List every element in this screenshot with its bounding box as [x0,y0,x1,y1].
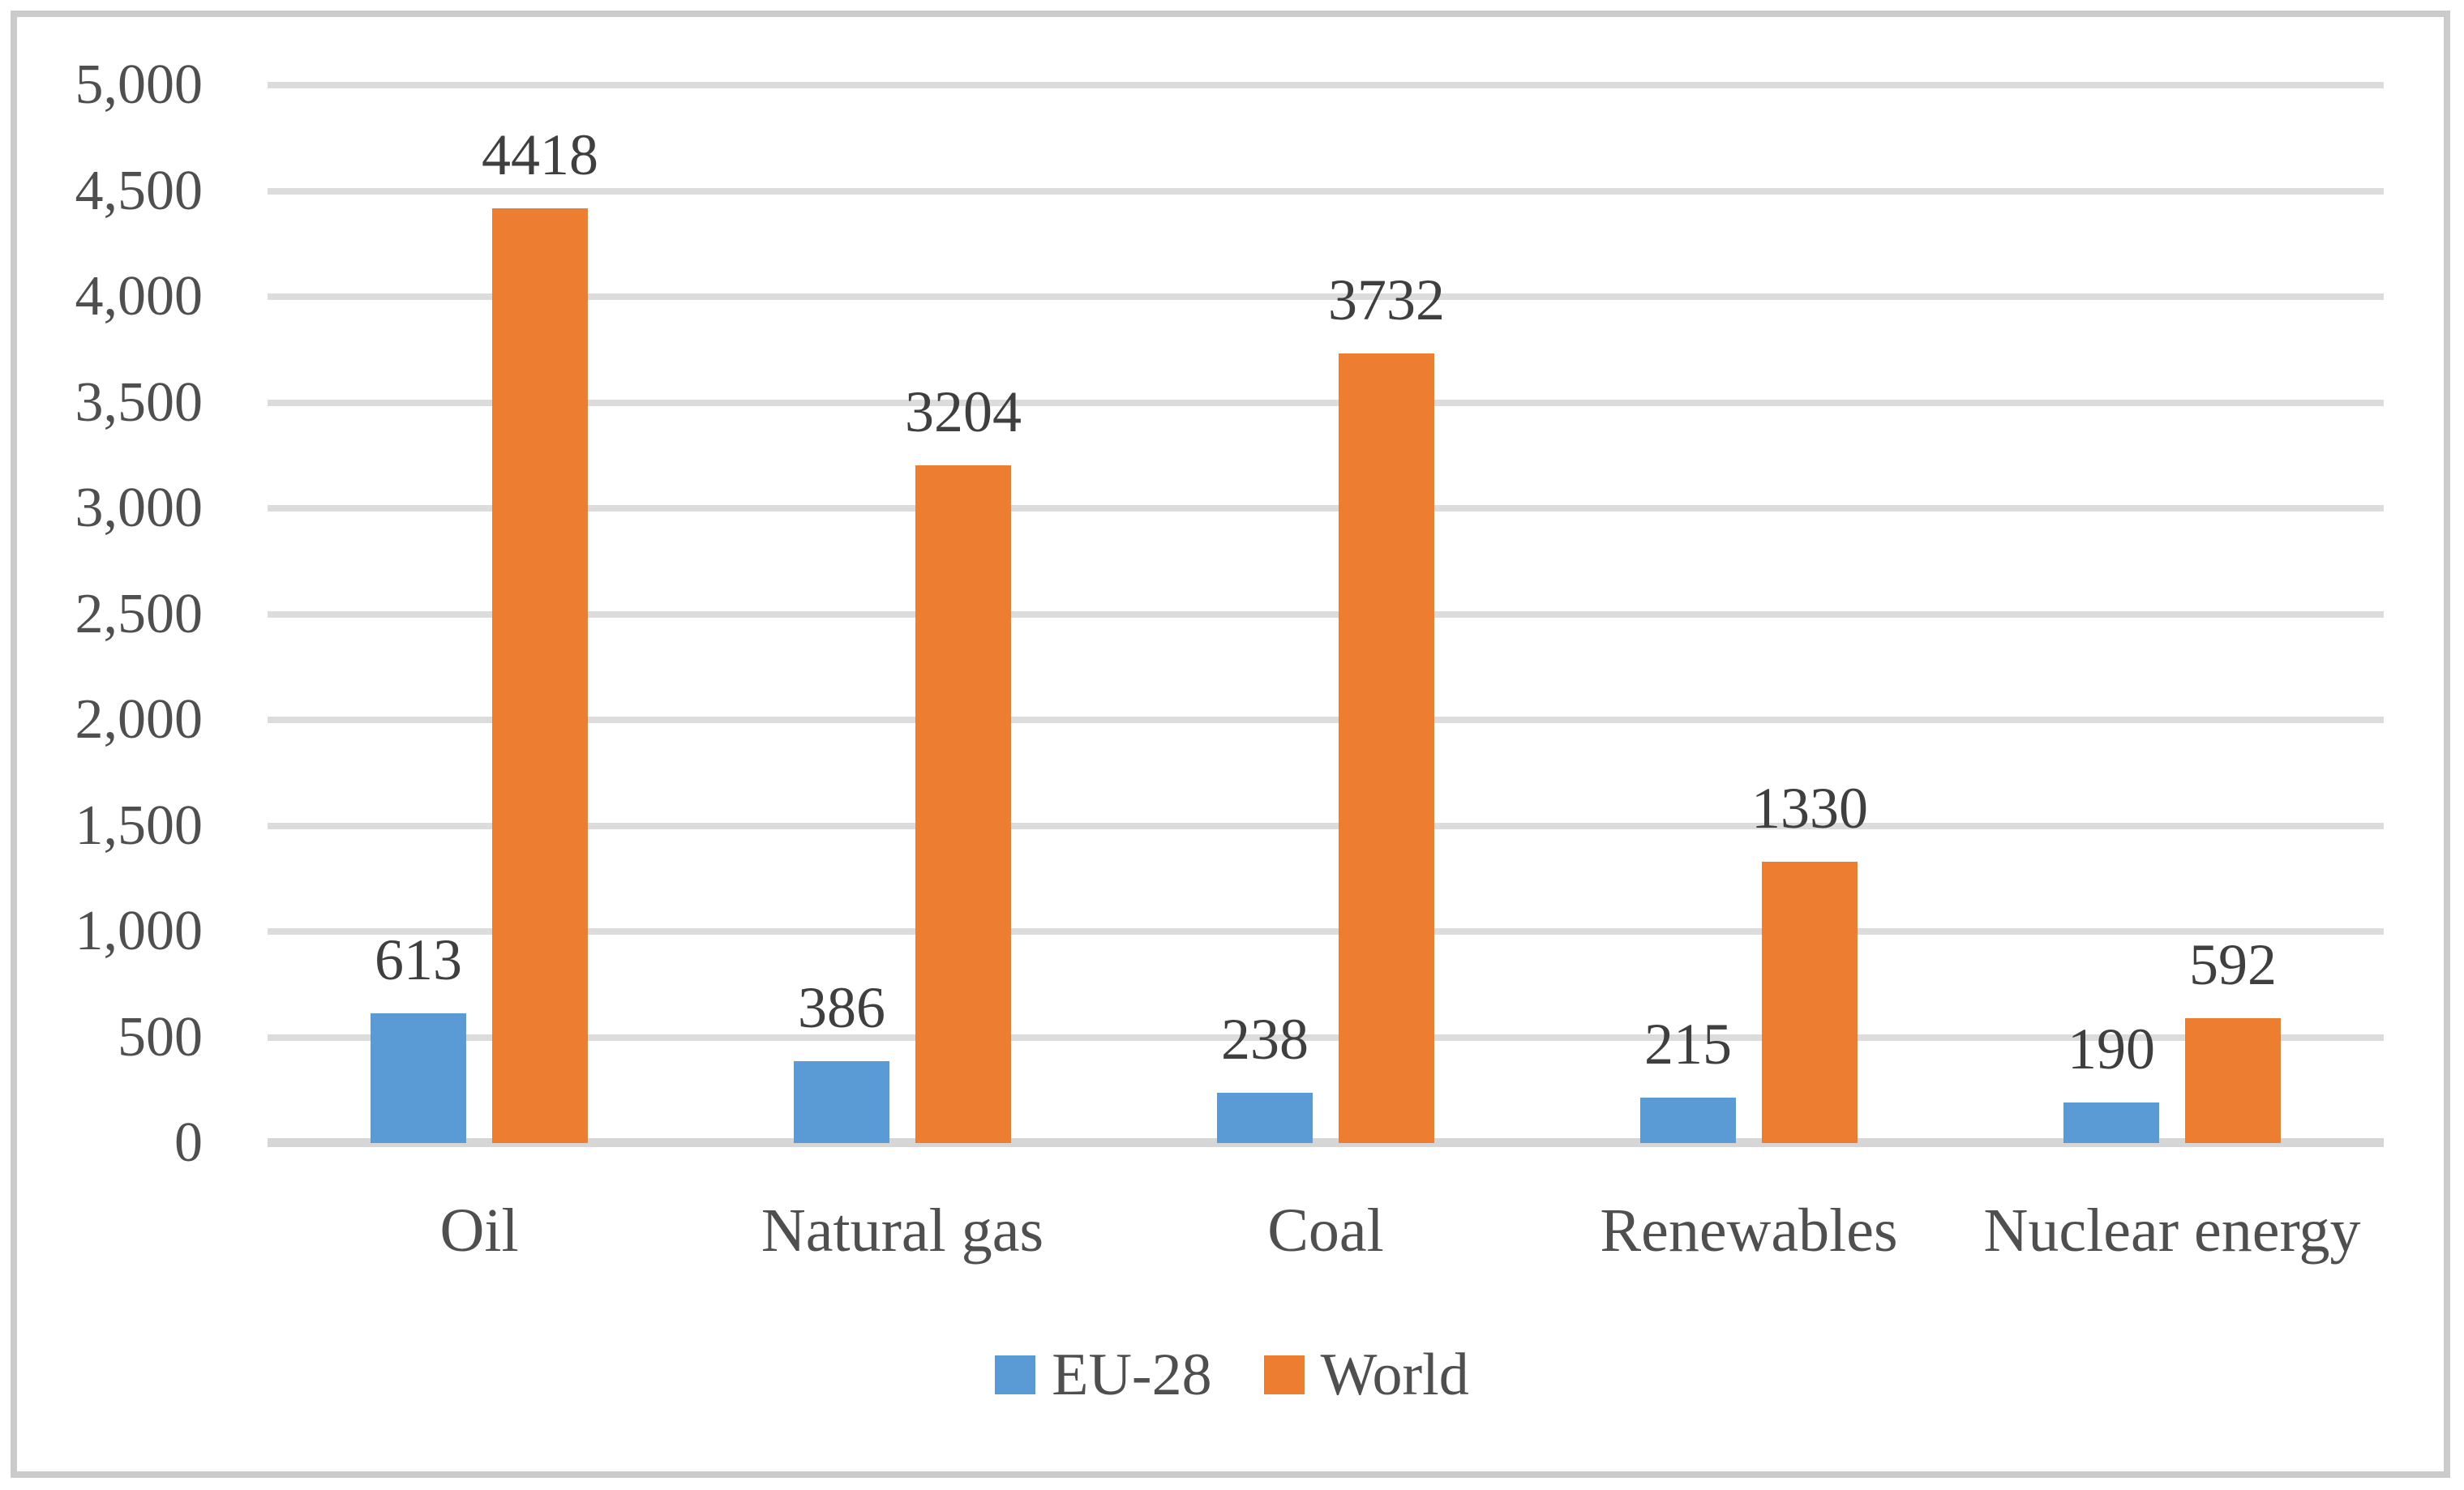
legend-swatch-world [1263,1355,1305,1394]
legend-item-eu-28: EU-28 [995,1342,1212,1408]
y-tick-label-4500: 4,500 [75,159,204,222]
y-tick-label-1500: 1,500 [75,794,204,857]
bar-value-label-world-oil: 4418 [482,122,598,187]
y-tick-label-2000: 2,000 [75,688,204,751]
bar-value-label-world-coal: 3732 [1328,267,1445,332]
legend-label-world: World [1320,1342,1469,1408]
legend-label-eu-28: EU-28 [1052,1342,1212,1408]
x-axis-label-renewables: Renewables [1600,1197,1898,1265]
x-axis-baseline [268,1138,2384,1147]
bar-value-label-eu-28-natural-gas: 386 [798,975,885,1041]
plot-area: 613 4418 386 3204 238 3732 215 1330 190 592 [268,82,2384,1147]
legend-item-world: World [1263,1342,1469,1408]
bar-group-coal: 238 3732 [1114,85,1537,1143]
bar-value-label-eu-28-oil: 613 [375,927,462,993]
y-tick-label-5000: 5,000 [75,54,204,116]
bar-group-oil: 613 4418 [268,85,691,1143]
gridline-4000 [268,293,2384,300]
bar-eu-28-oil: 613 [371,931,466,1143]
x-axis-label-natural-gas: Natural gas [761,1197,1044,1265]
chart-border-frame [11,11,2450,1478]
legend: EU-28 World [0,1336,2464,1414]
gridline-2500 [268,610,2384,618]
bar-world-oil: 4418 [482,126,598,1143]
x-axis: Oil Natural gas Coal Renewables Nuclear ener… [268,1190,2384,1271]
y-tick-label-0: 0 [174,1111,203,1174]
bar-world-coal: 3732 [1328,271,1445,1143]
bar-world-renewables: 1330 [1751,779,1868,1143]
gridline-500 [268,1034,2384,1041]
gridline-4500 [268,187,2384,195]
bar-eu-28-renewables: 215 [1640,1015,1736,1143]
y-axis: 0 500 1,000 1,500 2,000 2,500 3,000 3,500 4,000 4… [0,0,204,1490]
bar-value-label-world-renewables: 1330 [1751,775,1868,841]
y-tick-label-1000: 1,000 [75,900,204,962]
bar-group-renewables: 215 1330 [1537,85,1960,1143]
bar-value-label-eu-28-coal: 238 [1221,1006,1309,1072]
y-tick-label-2500: 2,500 [75,582,204,645]
bar-value-label-world-natural-gas: 3204 [905,379,1022,444]
gridline-3500 [268,399,2384,406]
bar-value-label-eu-28-nuclear-energy: 190 [2068,1017,2155,1082]
x-axis-label-nuclear-energy: Nuclear energy [1983,1197,2361,1265]
bar-value-label-eu-28-renewables: 215 [1644,1011,1732,1077]
bar-group-natural-gas: 386 3204 [691,85,1114,1143]
gridline-5000 [268,82,2384,88]
bar-eu-28-nuclear-energy: 190 [2063,1020,2159,1143]
bar-world-natural-gas: 3204 [905,383,1022,1143]
y-tick-label-3000: 3,000 [75,477,204,539]
y-tick-label-500: 500 [118,1005,203,1068]
y-tick-label-4000: 4,000 [75,265,204,328]
bar-eu-28-natural-gas: 386 [794,978,889,1143]
gridline-3000 [268,505,2384,512]
legend-swatch-eu-28 [995,1355,1036,1394]
y-tick-label-3500: 3,500 [75,370,204,434]
gridline-1500 [268,822,2384,829]
bar-eu-28-coal: 238 [1217,1010,1313,1143]
bar-value-label-world-nuclear-energy: 592 [2189,931,2277,997]
bar-world-nuclear-energy: 592 [2185,936,2281,1143]
bar-group-nuclear-energy: 190 592 [1960,85,2384,1143]
gridline-1000 [268,928,2384,935]
x-axis-label-oil: Oil [439,1197,519,1265]
x-axis-label-coal: Coal [1267,1197,1384,1265]
gridline-2000 [268,717,2384,723]
